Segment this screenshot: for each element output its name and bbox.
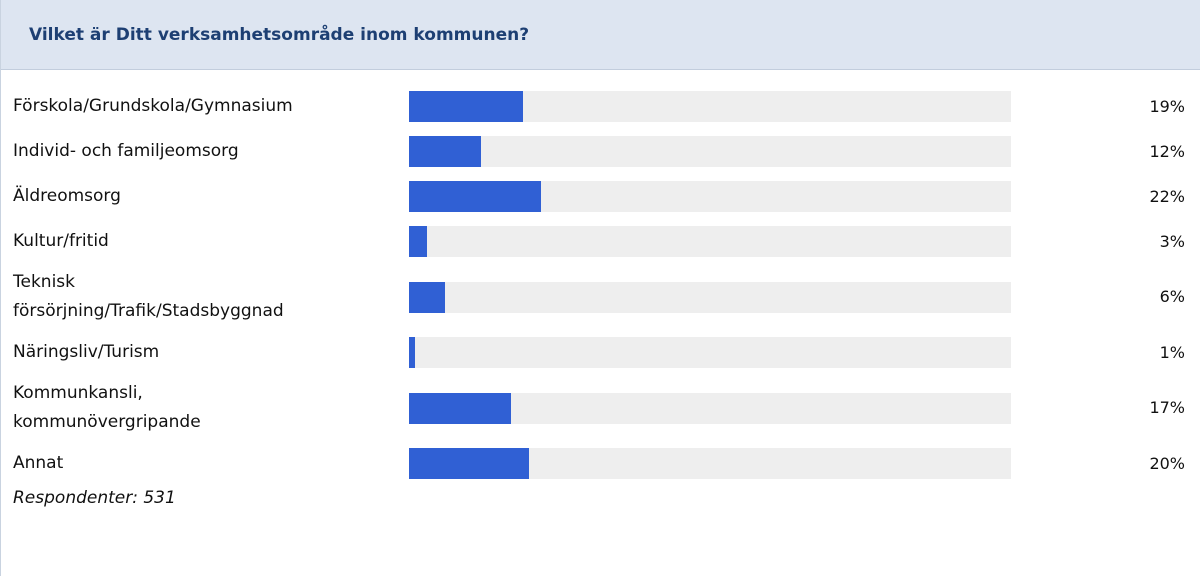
answer-bar: [409, 392, 511, 424]
answer-label: Kommunkansli, kommunövergripande: [13, 379, 393, 437]
answer-percentage: 3%: [1159, 231, 1185, 251]
answer-label: Äldreomsorg: [13, 182, 393, 211]
answer-bar-track: [409, 181, 1011, 212]
answer-bar: [409, 337, 415, 368]
answer-row: Äldreomsorg 22%: [1, 174, 1200, 219]
answer-percentage: 22%: [1149, 186, 1185, 206]
answer-bar: [409, 281, 445, 313]
answer-bar-track: [409, 392, 1011, 424]
answer-label-line: Förskola/Grundskola/Gymnasium: [13, 96, 293, 116]
answer-label: Teknisk försörjning/Trafik/Stadsbyggnad: [13, 268, 393, 326]
answer-label-line: Kultur/fritid: [13, 231, 109, 251]
answer-row: Individ- och familjeomsorg 12%: [1, 129, 1200, 174]
answer-bar-track: [409, 448, 1011, 479]
answer-bar-track: [409, 136, 1011, 167]
answer-label-line: Äldreomsorg: [13, 186, 121, 206]
answer-bar-track: [409, 281, 1011, 313]
answer-bar: [409, 91, 523, 122]
answer-label-line: Teknisk: [13, 272, 75, 292]
answer-label-line: Individ- och familjeomsorg: [13, 141, 239, 161]
answer-percentage: 1%: [1159, 342, 1185, 362]
question-header: Vilket är Ditt verksamhetsområde inom ko…: [1, 0, 1200, 70]
answer-label: Förskola/Grundskola/Gymnasium: [13, 92, 393, 121]
answer-label-line: kommunövergripande: [13, 412, 201, 432]
answer-bar: [409, 181, 541, 212]
answer-row: Teknisk försörjning/Trafik/Stadsbyggnad 6%: [1, 264, 1200, 330]
answer-bar: [409, 136, 481, 167]
answer-bar-track: [409, 226, 1011, 257]
answer-label: Kultur/fritid: [13, 227, 393, 256]
answer-label-line: Annat: [13, 453, 64, 473]
answer-bar-track: [409, 91, 1011, 122]
answer-percentage: 19%: [1149, 96, 1185, 116]
answer-label-line: Kommunkansli,: [13, 383, 143, 403]
answer-percentage: 12%: [1149, 141, 1185, 161]
answer-row: Annat 20%: [1, 441, 1200, 486]
answer-row: Förskola/Grundskola/Gymnasium 19%: [1, 84, 1200, 129]
respondents-count: Respondenter: 531: [13, 488, 176, 508]
answer-row: Näringsliv/Turism 1%: [1, 330, 1200, 375]
answer-bar-track: [409, 337, 1011, 368]
answer-percentage: 17%: [1149, 398, 1185, 417]
answer-label: Annat: [13, 449, 393, 478]
answer-bar: [409, 226, 427, 257]
answer-percentage: 6%: [1159, 287, 1185, 306]
answer-percentage: 20%: [1149, 453, 1185, 473]
answer-label: Näringsliv/Turism: [13, 338, 393, 367]
answer-row: Kultur/fritid 3%: [1, 219, 1200, 264]
question-title: Vilket är Ditt verksamhetsområde inom ko…: [29, 24, 530, 45]
answer-label-line: Näringsliv/Turism: [13, 342, 160, 362]
answer-label: Individ- och familjeomsorg: [13, 137, 393, 166]
answer-bar: [409, 448, 529, 479]
answer-label-line: försörjning/Trafik/Stadsbyggnad: [13, 301, 284, 321]
answer-row: Kommunkansli, kommunövergripande 17%: [1, 375, 1200, 441]
